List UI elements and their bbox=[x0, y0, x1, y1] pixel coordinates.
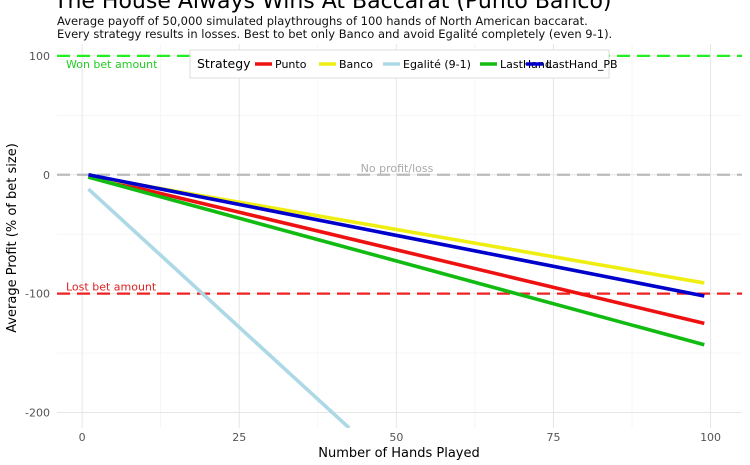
legend-label: Punto bbox=[275, 58, 307, 71]
y-tick-label: -200 bbox=[25, 407, 50, 420]
x-tick-label: 75 bbox=[546, 431, 560, 444]
y-tick-label: 100 bbox=[29, 50, 50, 63]
legend-label: Banco bbox=[339, 58, 373, 71]
legend-items: Punto Banco Egalité (9-1) LastHandLastHand_… bbox=[255, 58, 618, 71]
reference-lines: Won bet amount No profit/loss Lost bet amo… bbox=[57, 54, 742, 295]
x-axis-label: Number of Hands Played bbox=[318, 446, 480, 461]
x-tick-label: 0 bbox=[79, 431, 86, 444]
y-axis-ticks: 100 0 -100 -200 bbox=[25, 50, 50, 420]
x-axis-ticks: 0 25 50 75 100 bbox=[79, 431, 721, 444]
x-tick-label: 25 bbox=[232, 431, 246, 444]
plot-panel: Won bet amount No profit/loss Lost bet amo… bbox=[57, 44, 742, 428]
y-tick-label: -100 bbox=[25, 288, 50, 301]
legend: Strategy Punto Banco Egalité (9-1) LastHand… bbox=[189, 49, 618, 79]
chart-subtitle-line-2: Every strategy results in losses. Best t… bbox=[57, 27, 612, 41]
x-tick-label: 100 bbox=[700, 431, 721, 444]
series-lines bbox=[87, 173, 705, 428]
y-tick-label: 0 bbox=[43, 169, 50, 182]
series-line bbox=[87, 187, 351, 428]
chart-subtitle-line-1: Average payoff of 50,000 simulated playt… bbox=[57, 14, 588, 28]
reference-label: No profit/loss bbox=[361, 162, 434, 175]
y-axis-label: Average Profit (% of bet size) bbox=[5, 143, 20, 333]
x-tick-label: 50 bbox=[389, 431, 403, 444]
legend-label: Egalité (9-1) bbox=[403, 58, 471, 71]
reference-label: Lost bet amount bbox=[66, 281, 157, 294]
legend-title: Strategy bbox=[197, 56, 251, 71]
series-line bbox=[87, 175, 705, 347]
chart-title: The House Always Wins At Baccarat (Punto… bbox=[53, 0, 612, 14]
series-line bbox=[88, 174, 705, 326]
reference-label: Won bet amount bbox=[66, 58, 158, 71]
series-line bbox=[88, 173, 705, 298]
legend-label: LastHand bbox=[500, 58, 552, 71]
legend-label: LastHand_PB bbox=[546, 58, 618, 71]
